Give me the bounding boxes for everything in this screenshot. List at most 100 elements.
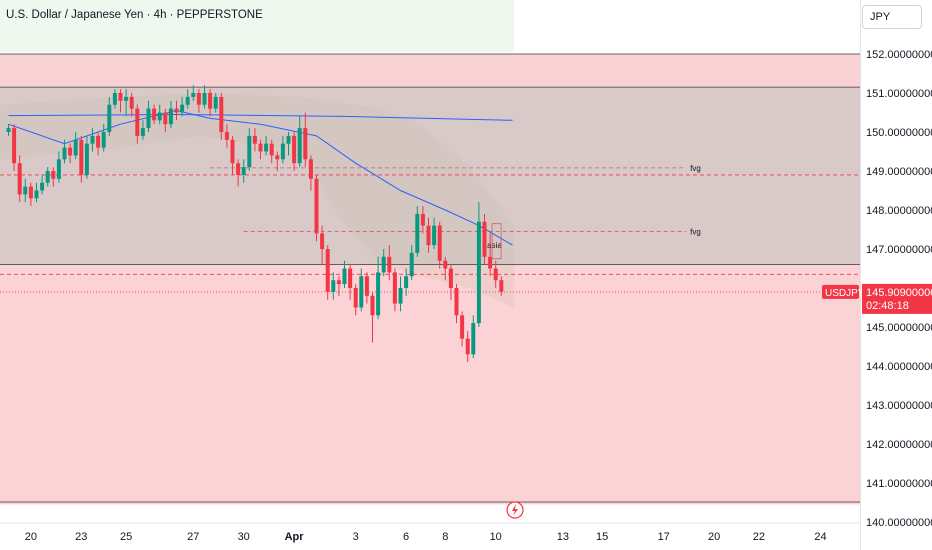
candle-body bbox=[314, 178, 319, 234]
candle-body bbox=[79, 139, 84, 175]
candle-body bbox=[118, 93, 123, 101]
candle-body bbox=[12, 128, 17, 164]
candle-body bbox=[381, 256, 386, 273]
time-tick-label: 22 bbox=[753, 531, 765, 543]
currency-selector[interactable]: JPY bbox=[862, 5, 922, 29]
candle-body bbox=[465, 338, 470, 355]
candle-body bbox=[292, 135, 297, 164]
time-tick-label: 23 bbox=[75, 531, 87, 543]
session-highlight bbox=[0, 0, 514, 52]
supply-demand-zone bbox=[0, 54, 860, 88]
time-tick-label: 3 bbox=[353, 531, 359, 543]
candle-body bbox=[236, 163, 241, 175]
candle-body bbox=[34, 190, 39, 199]
candle-body bbox=[135, 108, 140, 136]
candle-body bbox=[107, 104, 112, 132]
candle-body bbox=[56, 159, 61, 179]
candle-body bbox=[409, 252, 414, 277]
time-tick-label: 17 bbox=[658, 531, 670, 543]
candle-body bbox=[370, 295, 375, 316]
candle-body bbox=[387, 256, 392, 273]
candle-body bbox=[376, 272, 381, 316]
time-tick-label: 13 bbox=[557, 531, 569, 543]
price-tick-label: 152.000000000 bbox=[866, 49, 932, 61]
candle-body bbox=[73, 139, 78, 156]
candle-body bbox=[213, 96, 218, 109]
candle-body bbox=[286, 135, 291, 144]
price-tick-label: 151.000000000 bbox=[866, 88, 932, 100]
candle-body bbox=[499, 280, 504, 292]
price-tick-label: 141.000000000 bbox=[866, 478, 932, 490]
candle-body bbox=[23, 186, 28, 195]
candle-body bbox=[331, 280, 336, 292]
price-tick-label: 143.000000000 bbox=[866, 400, 932, 412]
current-price-badge bbox=[862, 283, 932, 314]
candle-body bbox=[6, 128, 11, 132]
candle-body bbox=[247, 135, 252, 168]
symbol-badge bbox=[822, 284, 859, 299]
candle-body bbox=[359, 276, 364, 308]
asia-box bbox=[491, 223, 502, 260]
price-tick-label: 150.000000000 bbox=[866, 127, 932, 139]
time-tick-label: Apr bbox=[285, 531, 305, 543]
candle-body bbox=[336, 280, 341, 285]
candle-body bbox=[202, 93, 207, 105]
candle-body bbox=[51, 171, 56, 179]
candle-body bbox=[303, 128, 308, 160]
candle-body bbox=[493, 268, 498, 281]
candle-body bbox=[45, 171, 50, 183]
candle-body bbox=[404, 276, 409, 288]
candle-body bbox=[101, 132, 106, 148]
annotation-label: asia bbox=[487, 241, 502, 250]
candle-body bbox=[420, 213, 425, 226]
lightning-icon-bolt bbox=[512, 504, 518, 516]
candle-body bbox=[488, 256, 493, 269]
candle-body bbox=[40, 182, 45, 191]
candle-body bbox=[191, 93, 196, 97]
time-tick-label: 24 bbox=[814, 531, 826, 543]
moving-average-long bbox=[8, 113, 513, 121]
candle-body bbox=[364, 276, 369, 296]
candle-body bbox=[320, 233, 325, 249]
symbol-badge-label: USDJPY bbox=[825, 288, 865, 299]
annotation-label: fvg bbox=[690, 164, 701, 173]
price-tick-label: 148.000000000 bbox=[866, 205, 932, 217]
candle-body bbox=[432, 225, 437, 246]
candle-body bbox=[241, 167, 246, 175]
candle-body bbox=[140, 128, 145, 136]
candle-body bbox=[152, 108, 157, 121]
candle-body bbox=[325, 249, 330, 292]
candle-body bbox=[297, 128, 302, 164]
time-tick-label: 6 bbox=[403, 531, 409, 543]
candle-body bbox=[269, 143, 274, 156]
candle-body bbox=[157, 112, 162, 121]
time-tick-label: 20 bbox=[708, 531, 720, 543]
supply-demand-zone bbox=[0, 264, 860, 505]
candle-body bbox=[471, 323, 476, 355]
candle-body bbox=[129, 96, 134, 109]
candle-body bbox=[146, 108, 151, 129]
candle-body bbox=[415, 213, 420, 253]
candle-body bbox=[398, 288, 403, 304]
candle-body bbox=[426, 225, 431, 246]
candle-body bbox=[230, 139, 235, 164]
candle-body bbox=[90, 135, 95, 144]
candle-body bbox=[476, 221, 481, 324]
price-tick-label: 144.000000000 bbox=[866, 361, 932, 373]
time-tick-label: 20 bbox=[25, 531, 37, 543]
price-tick-label: 149.000000000 bbox=[866, 166, 932, 178]
candle-body bbox=[252, 135, 257, 144]
candle-body bbox=[180, 104, 185, 113]
candle-body bbox=[275, 155, 280, 160]
candle-body bbox=[124, 96, 129, 101]
candle-body bbox=[219, 96, 224, 132]
candle-body bbox=[17, 163, 22, 195]
candle-body bbox=[460, 315, 465, 339]
candle-body bbox=[264, 143, 269, 152]
time-tick-label: 27 bbox=[187, 531, 199, 543]
candle-body bbox=[482, 221, 487, 257]
candle-body bbox=[28, 186, 33, 199]
candle-body bbox=[185, 96, 190, 105]
candle-body bbox=[112, 93, 117, 105]
